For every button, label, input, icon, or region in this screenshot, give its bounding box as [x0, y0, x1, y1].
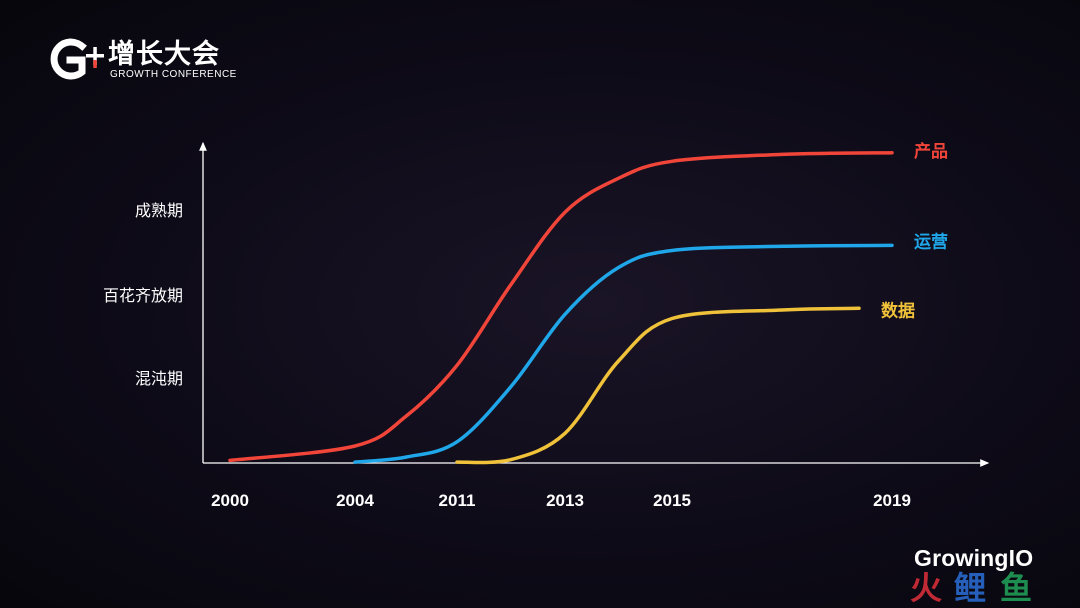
series-line [455, 306, 861, 465]
growth-conference-logo-icon [50, 38, 104, 80]
series-label: 运营 [914, 231, 948, 252]
x-tick-label: 2011 [439, 491, 476, 510]
x-tick-label: 2004 [336, 491, 374, 510]
x-tick-label: 2015 [653, 491, 691, 510]
logo-text-en: GROWTH CONFERENCE [110, 69, 237, 80]
series-label: 数据 [881, 300, 915, 321]
svg-text:鱼: 鱼 [1000, 569, 1032, 606]
y-tick-label: 混沌期 [135, 369, 183, 388]
svg-text:火: 火 [910, 569, 942, 606]
series-line [353, 243, 894, 464]
svg-text:鲤: 鲤 [954, 569, 986, 606]
y-tick-label: 成熟期 [135, 201, 183, 220]
watermark-logo: 火 鲤 鱼 [910, 569, 1032, 606]
growingio-brand: GrowingIO [914, 545, 1034, 571]
x-tick-label: 2019 [873, 491, 911, 510]
conference-logo: 增长大会 GROWTH CONFERENCE [46, 32, 246, 84]
series-line [228, 151, 894, 463]
x-tick-label: 2000 [211, 491, 249, 510]
x-tick-label: 2013 [546, 491, 584, 510]
y-tick-label: 百花齐放期 [103, 286, 183, 305]
logo-text-cn: 增长大会 [108, 39, 220, 70]
series-label: 产品 [914, 141, 948, 162]
